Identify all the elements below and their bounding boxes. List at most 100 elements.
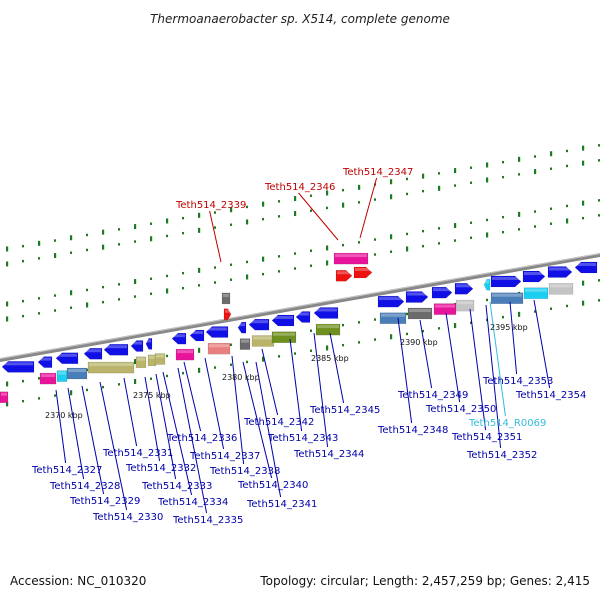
gene-feature xyxy=(130,340,144,352)
grid-dot xyxy=(358,184,361,190)
grid-dot xyxy=(566,218,569,224)
grid-dot xyxy=(342,243,344,247)
grid-dot xyxy=(230,343,232,346)
grid-dot xyxy=(310,209,312,212)
grid-dot xyxy=(566,164,568,168)
leader-line xyxy=(445,312,461,403)
gene-feature xyxy=(271,314,295,327)
grid-dot xyxy=(582,216,584,220)
gene-label: Teth514_2335 xyxy=(172,515,243,526)
grid-dot xyxy=(54,394,56,397)
grid-dot xyxy=(134,224,137,230)
grid-dot xyxy=(262,217,264,221)
gene-feature xyxy=(171,332,187,345)
grid-dot xyxy=(534,155,536,158)
gene-feature xyxy=(333,252,369,265)
grid-dot xyxy=(358,321,360,324)
grid-dot xyxy=(502,230,504,234)
gene-feature xyxy=(455,299,475,312)
grid-dot xyxy=(278,200,280,203)
gene-feature-shine xyxy=(550,284,572,288)
grid-dot xyxy=(358,341,360,344)
grid-dot xyxy=(374,198,376,201)
leader-line xyxy=(261,348,279,416)
grid-dot xyxy=(86,302,89,308)
grid-dot xyxy=(214,266,216,269)
gene-feature xyxy=(490,292,524,305)
grid-dot xyxy=(230,223,232,226)
grid-dot xyxy=(102,385,104,389)
gene-feature xyxy=(335,270,353,282)
grid-dot xyxy=(342,202,345,208)
gene-feature xyxy=(353,266,373,279)
grid-dot xyxy=(422,329,424,333)
grid-dot xyxy=(326,190,329,196)
leader-line xyxy=(298,192,339,241)
grid-dot xyxy=(454,323,457,329)
gene-feature-shine xyxy=(147,339,151,343)
gene-feature-shine xyxy=(524,272,544,276)
grid-dot xyxy=(278,215,280,218)
grid-dot xyxy=(166,374,168,378)
gene-feature xyxy=(205,326,229,338)
gene-feature xyxy=(37,356,53,368)
grid-dot xyxy=(470,321,472,324)
grid-dot xyxy=(422,229,424,233)
leader-line xyxy=(255,361,282,498)
grid-dot xyxy=(198,367,201,373)
gene-feature xyxy=(147,354,157,367)
gene-feature xyxy=(135,356,147,369)
grid-dot xyxy=(342,323,344,327)
grid-dot xyxy=(518,311,521,317)
gene-feature xyxy=(103,343,129,356)
gene-feature xyxy=(431,286,453,299)
grid-dot xyxy=(230,263,232,266)
grid-dot xyxy=(118,243,120,246)
gene-feature xyxy=(223,308,232,320)
gene-feature-shine xyxy=(381,313,405,317)
grid-dot xyxy=(406,232,408,236)
grid-dot xyxy=(166,274,168,278)
grid-dot xyxy=(518,211,521,217)
leader-line xyxy=(359,177,378,239)
grid-dot xyxy=(70,290,73,296)
gene-feature-shine xyxy=(492,293,522,297)
gene-label: Teth514_2333 xyxy=(141,481,212,492)
grid-dot xyxy=(294,267,296,270)
gene-feature-shine xyxy=(225,309,230,313)
gene-feature-shine xyxy=(457,301,473,305)
grid-dot xyxy=(550,307,552,310)
gene-label: Teth514_2341 xyxy=(246,499,317,510)
gene-feature-shine xyxy=(132,341,142,345)
grid-dot xyxy=(454,223,457,229)
grid-dot xyxy=(86,248,88,252)
gene-feature xyxy=(295,311,311,323)
gene-label: Teth514_2339 xyxy=(175,200,246,211)
grid-dot xyxy=(214,366,216,369)
grid-dot xyxy=(294,211,297,217)
gene-feature xyxy=(574,261,598,274)
gene-label: Teth514_2351 xyxy=(451,432,522,443)
grid-dot xyxy=(406,332,408,336)
grid-dot xyxy=(486,218,488,222)
grid-dot xyxy=(22,379,24,383)
grid-dot xyxy=(438,227,440,230)
grid-dot xyxy=(54,309,56,312)
grid-dot xyxy=(358,241,360,244)
grid-dot xyxy=(534,310,536,313)
grid-dot xyxy=(470,181,472,184)
grid-dot xyxy=(38,297,40,300)
leader-line xyxy=(289,338,303,432)
gene-label: Teth514_2334 xyxy=(157,497,228,508)
grid-dot xyxy=(422,173,425,179)
gene-feature xyxy=(454,283,474,295)
grid-dot xyxy=(38,257,40,260)
grid-dot xyxy=(310,249,312,252)
leader-line xyxy=(162,371,193,496)
grid-dot xyxy=(22,244,24,248)
gene-label: Teth514_2337 xyxy=(189,451,260,462)
grid-dot xyxy=(278,255,280,258)
gene-label: Teth514_2352 xyxy=(466,450,537,461)
grid-dot xyxy=(598,214,600,217)
gene-feature xyxy=(377,295,405,308)
